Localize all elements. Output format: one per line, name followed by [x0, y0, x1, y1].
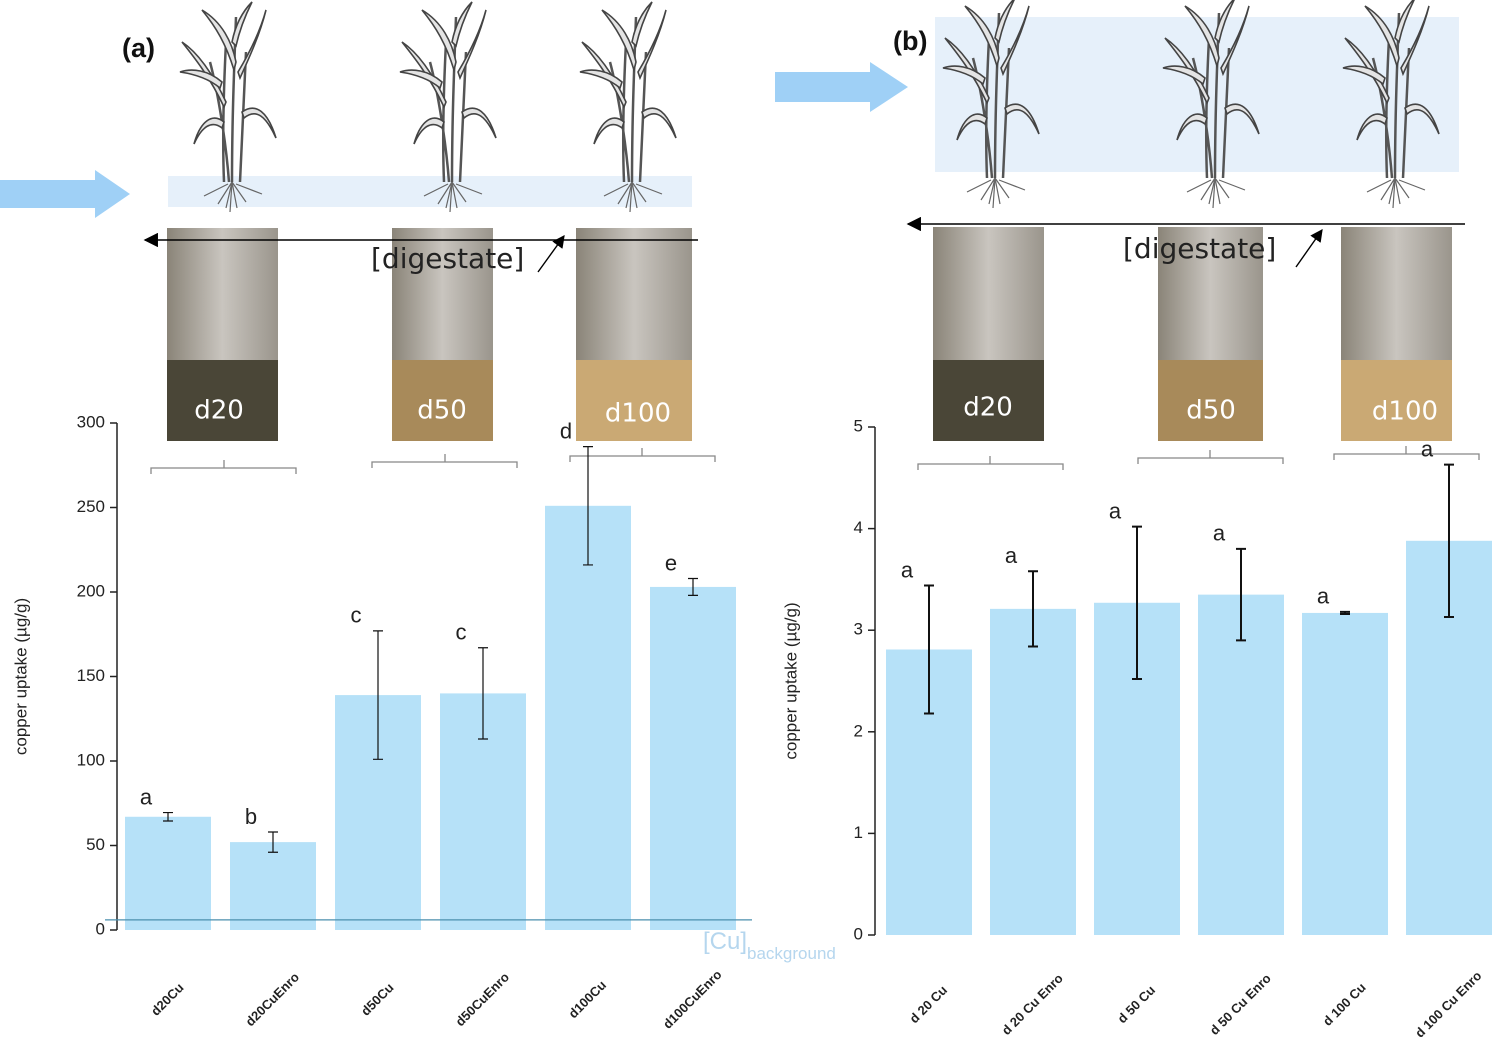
- significance-letter: a: [140, 784, 153, 809]
- error-bar: [924, 584, 934, 715]
- gradient-arrow: [1295, 228, 1323, 268]
- group-bracket: [150, 448, 716, 474]
- x-tick-label: d20Cu: [148, 980, 187, 1019]
- y-tick-label: 1: [854, 823, 863, 842]
- error-bar: [688, 577, 698, 596]
- flask-label: d100: [605, 399, 671, 429]
- x-tick-label: d 50 Cu: [1114, 982, 1158, 1026]
- significance-letter: e: [665, 550, 677, 575]
- significance-letter: b: [245, 804, 257, 829]
- x-tick-label: d50Cu: [358, 980, 397, 1019]
- reference-label: [Cu]background: [703, 928, 836, 963]
- y-axis-label: copper uptake (µg/g): [11, 598, 30, 755]
- y-tick-label: 5: [854, 416, 863, 435]
- y-tick-label: 300: [77, 412, 105, 431]
- flask-label: d50: [1186, 396, 1236, 426]
- significance-letter: a: [1005, 543, 1018, 568]
- bar: [650, 586, 736, 930]
- bar: [230, 842, 316, 930]
- x-tick-label: d 100 Cu: [1320, 980, 1369, 1029]
- water-band: [935, 17, 1459, 172]
- error-bar: [478, 647, 488, 740]
- significance-letter: a: [1421, 436, 1434, 461]
- y-tick-label: 0: [96, 919, 105, 938]
- flask-label: d50: [417, 396, 467, 426]
- reference-label-sub: background: [747, 944, 836, 963]
- error-bar: [1340, 610, 1350, 615]
- error-bar: [163, 811, 173, 822]
- x-tick-label: d 100 Cu Enro: [1412, 968, 1484, 1040]
- panel-label: (b): [893, 26, 927, 56]
- flask-label: d20: [963, 393, 1013, 423]
- bar: [1198, 594, 1284, 935]
- flask-label: d100: [1372, 397, 1438, 427]
- x-tick-label: d 20 Cu Enro: [999, 971, 1066, 1038]
- bar: [545, 505, 631, 930]
- significance-letter: a: [1213, 521, 1226, 546]
- y-tick-label: 2: [854, 721, 863, 740]
- y-tick-label: 0: [854, 924, 863, 943]
- significance-letter: c: [456, 620, 467, 645]
- x-tick-label: d20CuEnro: [242, 969, 302, 1029]
- bar: [990, 608, 1076, 935]
- error-bar: [1132, 525, 1142, 680]
- flow-arrow: [775, 62, 908, 112]
- x-tick-label: d 20 Cu: [906, 982, 950, 1026]
- flask-photo: [933, 227, 1452, 441]
- gradient-label: [digestate]: [1123, 232, 1276, 265]
- error-bar: [373, 630, 383, 760]
- x-tick-label: d 50 Cu Enro: [1207, 971, 1274, 1038]
- y-tick-label: 250: [77, 497, 105, 516]
- y-tick-label: 200: [77, 581, 105, 600]
- y-tick-label: 3: [854, 620, 863, 639]
- group-bracket: [917, 446, 1480, 470]
- x-tick-label: d100CuEnro: [660, 967, 725, 1032]
- gradient-arrow: [537, 234, 565, 273]
- flask-label: d20: [194, 396, 244, 426]
- error-bar: [268, 831, 278, 853]
- bar: [1302, 612, 1388, 935]
- panel-label: (a): [122, 33, 155, 63]
- flask-photo: [167, 228, 692, 441]
- y-tick-label: 150: [77, 666, 105, 685]
- significance-letter: a: [1317, 584, 1330, 609]
- gradient-label: [digestate]: [371, 242, 524, 275]
- y-axis-label: copper uptake (µg/g): [781, 602, 800, 759]
- error-bar: [1236, 547, 1246, 642]
- error-bar: [1444, 463, 1454, 618]
- y-tick-label: 50: [86, 835, 105, 854]
- bar: [125, 816, 211, 930]
- error-bar: [1028, 570, 1038, 648]
- significance-letter: d: [560, 418, 572, 443]
- significance-letter: a: [901, 557, 914, 582]
- significance-letter: a: [1109, 498, 1122, 523]
- y-tick-label: 4: [854, 518, 863, 537]
- x-tick-label: d50CuEnro: [452, 969, 512, 1029]
- y-tick-label: 100: [77, 750, 105, 769]
- significance-letter: c: [351, 603, 362, 628]
- x-tick-label: d100Cu: [565, 977, 609, 1021]
- flow-arrow: [0, 170, 130, 218]
- reference-label-main: [Cu]: [703, 928, 747, 955]
- error-bar: [583, 446, 593, 566]
